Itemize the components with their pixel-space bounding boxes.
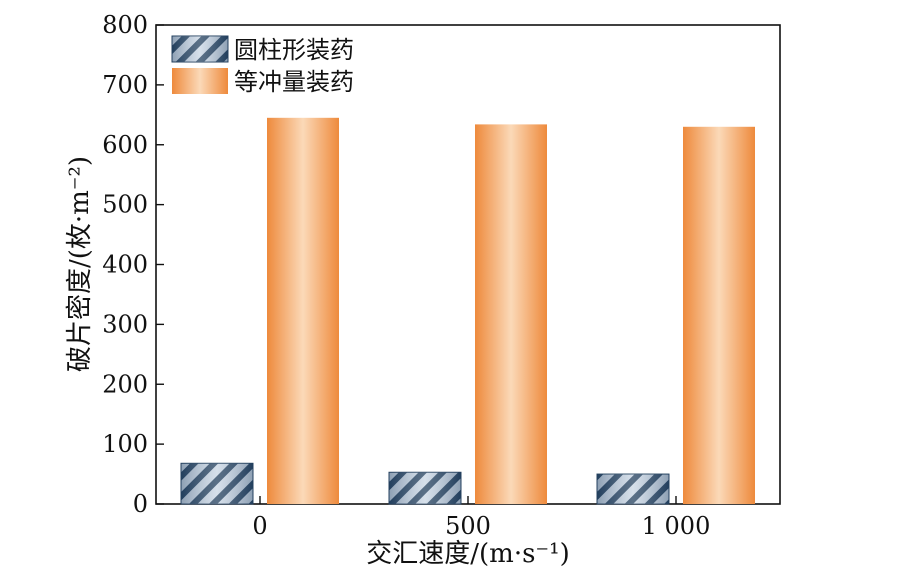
y-tick-label: 500 <box>102 191 148 219</box>
x-tick-label: 0 <box>252 512 267 540</box>
y-axis: 0 100 200 300 400 500 600 700 800 <box>102 11 164 518</box>
legend: 圆柱形装药 等冲量装药 <box>171 35 354 96</box>
x-axis-title: 交汇速度/(m·s⁻¹) <box>366 539 569 569</box>
legend-swatch-equal-impulse <box>172 68 228 94</box>
bar-equal-impulse-0 <box>267 117 339 505</box>
legend-swatch-shade <box>172 36 228 62</box>
y-tick-label: 600 <box>102 131 148 159</box>
x-tick-label: 500 <box>445 512 491 540</box>
bar-cylindrical-shade-2 <box>597 474 669 504</box>
y-tick-label: 400 <box>102 251 148 279</box>
bar-cylindrical-shade-0 <box>181 463 253 504</box>
bars <box>180 117 755 505</box>
legend-label-cylindrical: 圆柱形装药 <box>234 36 354 64</box>
bar-cylindrical-shade-1 <box>389 472 461 504</box>
bar-equal-impulse-1 <box>475 124 547 504</box>
y-tick-label: 200 <box>102 370 148 398</box>
y-tick-label: 0 <box>133 490 148 518</box>
y-tick-label: 800 <box>102 11 148 39</box>
y-tick-label: 300 <box>102 310 148 338</box>
x-tick-label: 1 000 <box>642 512 711 540</box>
bar-equal-impulse-2 <box>683 126 755 504</box>
legend-label-equal-impulse: 等冲量装药 <box>234 68 354 96</box>
y-tick-label: 700 <box>102 71 148 99</box>
y-tick-label: 100 <box>102 430 148 458</box>
y-axis-title: 破片密度/(枚·m⁻²) <box>65 156 95 372</box>
x-axis: 0 500 1 000 <box>252 496 710 540</box>
